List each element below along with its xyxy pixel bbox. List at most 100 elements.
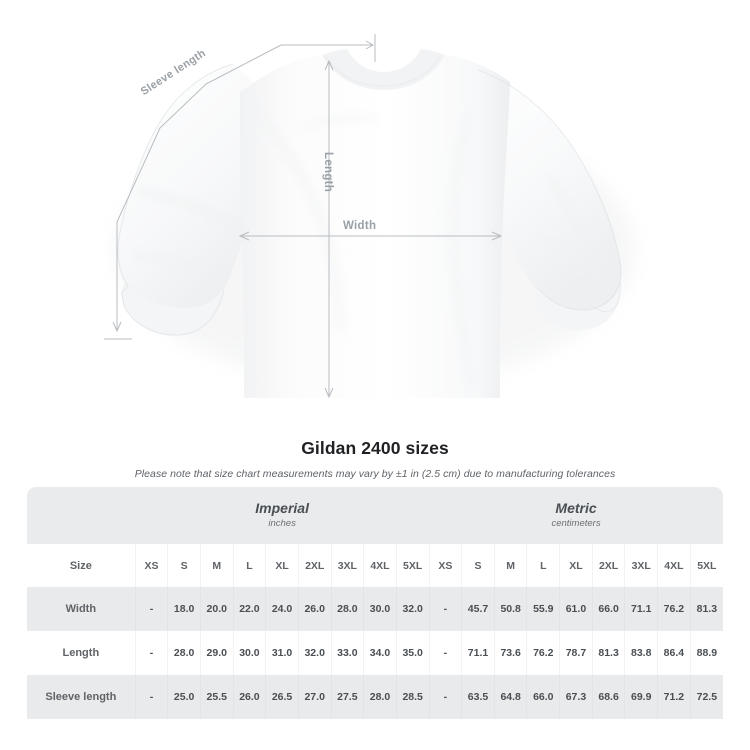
unit-metric: Metric centimeters (429, 487, 723, 544)
cell-sleeve-imperial-xs: - (135, 675, 169, 719)
cell-length-imperial-2xl: 32.0 (298, 631, 332, 675)
header-metric-xl: XL (559, 544, 593, 587)
cell-length-metric-s: 71.1 (461, 631, 495, 675)
cell-sleeve-metric-l: 66.0 (526, 675, 561, 719)
row-label-length: Length (27, 631, 136, 675)
size-chart-table: Imperial inches Metric centimeters Size … (27, 487, 723, 719)
cell-sleeve-imperial-m: 25.5 (200, 675, 234, 719)
sleeve-arrow (112, 321, 122, 333)
cell-length-metric-xl: 78.7 (559, 631, 593, 675)
cell-width-metric-xl: 61.0 (559, 587, 593, 631)
header-metric-xs: XS (429, 544, 463, 587)
fabric-folds (131, 108, 606, 387)
cell-sleeve-imperial-5xl: 28.5 (396, 675, 430, 719)
header-imperial-3xl: 3XL (331, 544, 365, 587)
header-imperial-2xl: 2XL (298, 544, 332, 587)
cell-length-imperial-s: 28.0 (167, 631, 201, 675)
cell-sleeve-imperial-l: 26.0 (233, 675, 267, 719)
table-row: Width - 18.0 20.0 22.0 24.0 26.0 28.0 30… (27, 587, 723, 631)
header-metric-4xl: 4XL (657, 544, 691, 587)
cell-width-imperial-m: 20.0 (200, 587, 234, 631)
header-imperial-s: S (167, 544, 201, 587)
width-arrow-left (238, 231, 250, 241)
cell-width-metric-2xl: 66.0 (592, 587, 626, 631)
length-arrow-bottom (324, 387, 334, 399)
unit-band-row: Imperial inches Metric centimeters (27, 487, 723, 544)
header-metric-l: L (526, 544, 561, 587)
row-label-sleeve-length: Sleeve length (27, 675, 136, 719)
cell-sleeve-metric-s: 63.5 (461, 675, 495, 719)
size-chart-container: Imperial inches Metric centimeters Size … (27, 487, 723, 719)
cell-width-metric-4xl: 76.2 (657, 587, 691, 631)
shirt-illustration: Sleeve length Length Width (104, 34, 635, 399)
unit-imperial-sub: inches (268, 518, 296, 530)
shirt-drawing (104, 34, 635, 399)
cell-sleeve-imperial-3xl: 27.5 (331, 675, 365, 719)
cell-sleeve-metric-m: 64.8 (494, 675, 528, 719)
cell-length-metric-2xl: 81.3 (592, 631, 626, 675)
cell-sleeve-imperial-s: 25.0 (167, 675, 201, 719)
width-arrow-right (491, 231, 503, 241)
header-imperial-l: L (233, 544, 267, 587)
cell-sleeve-metric-xl: 67.3 (559, 675, 593, 719)
header-imperial-4xl: 4XL (363, 544, 397, 587)
header-metric-s: S (461, 544, 495, 587)
header-metric-3xl: 3XL (624, 544, 659, 587)
cell-width-imperial-3xl: 28.0 (331, 587, 365, 631)
cell-width-imperial-s: 18.0 (167, 587, 201, 631)
page-title: Gildan 2400 sizes (301, 438, 449, 458)
length-arrow-top (324, 59, 334, 71)
cell-length-imperial-3xl: 33.0 (331, 631, 365, 675)
cell-width-imperial-xl: 24.0 (265, 587, 299, 631)
tolerance-note: Please note that size chart measurements… (134, 468, 616, 480)
cell-width-metric-m: 50.8 (494, 587, 528, 631)
cell-width-metric-xs: - (429, 587, 463, 631)
cell-sleeve-metric-4xl: 71.2 (657, 675, 691, 719)
cell-sleeve-metric-5xl: 72.5 (690, 675, 723, 719)
unit-band-spacer (27, 487, 136, 544)
cell-length-metric-3xl: 83.8 (624, 631, 659, 675)
header-imperial-xs: XS (135, 544, 169, 587)
cell-length-metric-4xl: 86.4 (657, 631, 691, 675)
cell-width-metric-s: 45.7 (461, 587, 495, 631)
cell-width-metric-3xl: 71.1 (624, 587, 659, 631)
cell-length-imperial-m: 29.0 (200, 631, 234, 675)
table-row: Sleeve length - 25.0 25.5 26.0 26.5 27.0… (27, 675, 723, 719)
header-imperial-m: M (200, 544, 234, 587)
cell-length-imperial-4xl: 34.0 (363, 631, 397, 675)
header-size-label: Size (27, 544, 136, 587)
header-imperial-xl: XL (265, 544, 299, 587)
cell-length-imperial-xs: - (135, 631, 169, 675)
cell-sleeve-imperial-4xl: 28.0 (363, 675, 397, 719)
garment-outline (117, 63, 622, 336)
sleeve-length-line (116, 44, 282, 330)
cell-length-imperial-l: 30.0 (233, 631, 267, 675)
header-imperial-5xl: 5XL (396, 544, 430, 587)
measurement-lines (104, 34, 503, 399)
cell-length-metric-m: 73.6 (494, 631, 528, 675)
header-metric-m: M (494, 544, 528, 587)
cell-width-imperial-xs: - (135, 587, 169, 631)
cell-length-metric-l: 76.2 (526, 631, 561, 675)
garment-body (118, 49, 621, 398)
cell-length-metric-5xl: 88.9 (690, 631, 723, 675)
header-metric-5xl: 5XL (690, 544, 723, 587)
cell-sleeve-metric-2xl: 68.6 (592, 675, 626, 719)
header-metric-2xl: 2XL (592, 544, 626, 587)
table-row: Length - 28.0 29.0 30.0 31.0 32.0 33.0 3… (27, 631, 723, 675)
cell-length-imperial-5xl: 35.0 (396, 631, 430, 675)
size-header-row: Size XS S M L XL 2XL 3XL 4XL 5XL XS S M … (27, 544, 723, 587)
cell-width-metric-l: 55.9 (526, 587, 561, 631)
width-label: Width (343, 220, 377, 232)
cell-width-imperial-l: 22.0 (233, 587, 267, 631)
cell-width-imperial-4xl: 30.0 (363, 587, 397, 631)
cell-sleeve-imperial-xl: 26.5 (265, 675, 299, 719)
cell-sleeve-metric-xs: - (429, 675, 463, 719)
cell-width-metric-5xl: 81.3 (690, 587, 723, 631)
cell-sleeve-imperial-2xl: 27.0 (298, 675, 332, 719)
cell-width-imperial-2xl: 26.0 (298, 587, 332, 631)
cell-length-imperial-xl: 31.0 (265, 631, 299, 675)
unit-metric-name: Metric (555, 499, 597, 516)
unit-imperial: Imperial inches (135, 487, 430, 544)
length-label: Length (322, 152, 334, 193)
